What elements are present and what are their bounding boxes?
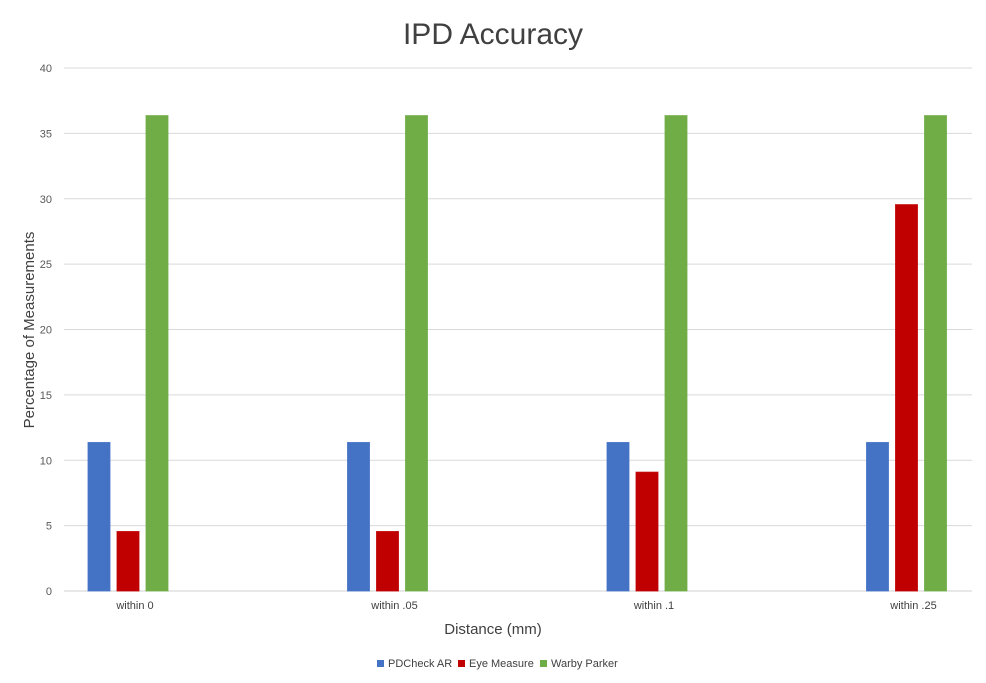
x-tick-label: within .1 (633, 600, 674, 612)
x-tick-label: within .25 (889, 600, 936, 612)
bar-pdcheck-ar (347, 441, 370, 592)
legend-swatch (377, 660, 384, 667)
y-tick-label: 40 (40, 63, 52, 75)
legend-label: Warby Parker (551, 658, 618, 670)
legend-swatch (540, 660, 547, 667)
bar-eye-measure (376, 531, 399, 592)
y-tick-label: 35 (40, 128, 52, 140)
bar-warby-parker (145, 115, 169, 592)
x-tick-label: within .05 (370, 600, 417, 612)
y-tick-label: 15 (40, 390, 52, 402)
legend-label: PDCheck AR (388, 658, 452, 670)
bar-pdcheck-ar (87, 441, 111, 592)
bar-warby-parker (405, 115, 428, 592)
bar-eye-measure (895, 204, 918, 592)
y-tick-label: 5 (46, 521, 52, 533)
bar-pdcheck-ar (606, 441, 630, 592)
chart-title: IPD Accuracy (403, 18, 583, 51)
y-tick-label: 30 (40, 194, 52, 206)
bar-eye-measure (116, 531, 140, 592)
bar-eye-measure (635, 471, 659, 592)
legend-label: Eye Measure (469, 658, 534, 670)
y-axis-label: Percentage of Measurements (21, 232, 38, 429)
y-tick-label: 20 (40, 325, 52, 337)
y-tick-label: 10 (40, 455, 52, 467)
bar-warby-parker (664, 115, 688, 592)
bar-pdcheck-ar (866, 441, 889, 592)
y-tick-label: 0 (46, 586, 52, 598)
legend: PDCheck AR Eye Measure Warby Parker (377, 658, 618, 670)
legend-swatch (458, 660, 465, 667)
x-tick-label: within 0 (115, 600, 153, 612)
x-axis-label: Distance (mm) (444, 621, 542, 638)
y-tick-label: 25 (40, 259, 52, 271)
bar-warby-parker (924, 115, 947, 592)
